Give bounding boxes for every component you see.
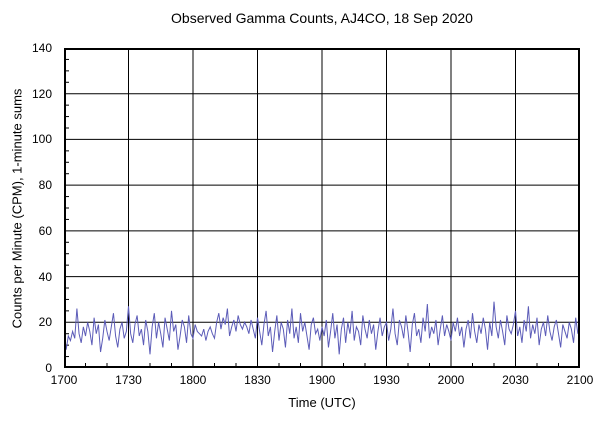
y-tick-label: 100 (31, 132, 52, 147)
x-tick-label: 2000 (437, 373, 465, 387)
x-tick-labels: 1700 1730 1800 1830 1900 1930 2000 2030 2100 (51, 373, 594, 389)
x-tick-label: 2030 (502, 373, 529, 387)
x-tick-label: 2100 (566, 373, 594, 387)
data-line (64, 301, 580, 355)
plot-area (64, 48, 580, 368)
x-tick-label: 1800 (179, 373, 207, 387)
y-tick-label: 0 (45, 361, 52, 375)
chart-title: Observed Gamma Counts, AJ4CO, 18 Sep 202… (171, 10, 473, 26)
x-tick-label: 1900 (308, 373, 336, 387)
y-tick-labels: 0 20 40 60 80 100 120 140 (0, 41, 58, 375)
y-tick-label: 60 (38, 223, 52, 238)
plot-svg (64, 48, 580, 368)
x-tick-label: 1730 (115, 373, 142, 387)
plot-frame (64, 48, 580, 368)
x-tick-label: 1700 (50, 373, 78, 387)
y-tick-label: 140 (31, 41, 52, 55)
x-axis-label: Time (UTC) (288, 395, 356, 410)
y-tick-label: 40 (38, 269, 52, 284)
x-tick-label: 1830 (244, 373, 271, 387)
y-tick-label: 120 (31, 86, 52, 101)
y-tick-label: 20 (38, 315, 52, 330)
x-tick-label: 1930 (373, 373, 400, 387)
y-tick-label: 80 (38, 178, 52, 193)
